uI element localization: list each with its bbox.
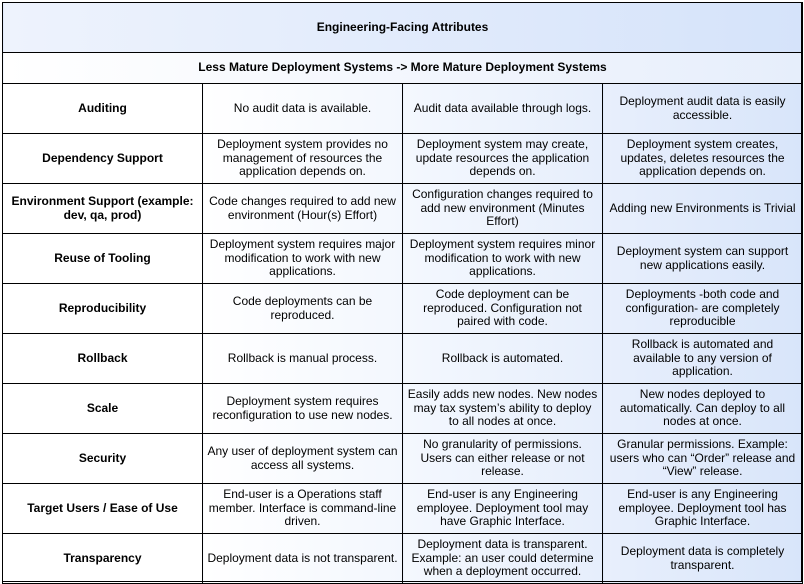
more-mature-cell: Deployment system can support new applic… [602, 233, 803, 284]
intermediate-cell: Easily adds new nodes. New nodes may tax… [402, 383, 603, 434]
table-row: Scale Deployment system requires reconfig… [2, 383, 803, 434]
attribute-cell: Security [2, 433, 203, 484]
attribute-cell: Environment Support (example: dev, qa, p… [2, 183, 203, 234]
intermediate-cell: Deployment data is transparent. Example:… [402, 533, 603, 584]
less-mature-cell: No audit data is available. [202, 83, 403, 134]
attribute-cell: Scale [2, 383, 203, 434]
less-mature-cell: Deployment system requires major modific… [202, 233, 403, 284]
table-row: Auditing No audit data is available. Audit… [2, 83, 803, 134]
more-mature-cell: New nodes deployed to automatically. Can… [602, 383, 803, 434]
attribute-cell: Rollback [2, 333, 203, 384]
table-row: Transparency Deployment data is not trans… [2, 533, 803, 584]
attribute-cell: Dependency Support [2, 133, 203, 184]
attribute-cell: Target Users / Ease of Use [2, 483, 203, 534]
table-row: Target Users / Ease of Use End-user is a … [2, 483, 803, 534]
less-mature-cell: Code deployments can be reproduced. [202, 283, 403, 334]
attribute-cell: Reproducibility [2, 283, 203, 334]
table-row: Environment Support (example: dev, qa, p… [2, 183, 803, 234]
less-mature-cell: Any user of deployment system can access… [202, 433, 403, 484]
more-mature-cell: Deployment audit data is easily accessib… [602, 83, 803, 134]
more-mature-cell: Deployment system creates, updates, dele… [602, 133, 803, 184]
less-mature-cell: Deployment data is not transparent. [202, 533, 403, 584]
page-title: Engineering-Facing Attributes [2, 2, 803, 53]
less-mature-cell: Code changes required to add new environ… [202, 183, 403, 234]
more-mature-cell: End-user is any Engineering employee. De… [602, 483, 803, 534]
intermediate-cell: Code deployment can be reproduced. Confi… [402, 283, 603, 334]
attribute-cell: Reuse of Tooling [2, 233, 203, 284]
less-mature-cell: Deployment system provides no management… [202, 133, 403, 184]
table-row: Dependency Support Deployment system prov… [2, 133, 803, 184]
intermediate-cell: Audit data available through logs. [402, 83, 603, 134]
intermediate-cell: Deployment system may create, update res… [402, 133, 603, 184]
more-mature-cell: Adding new Environments is Trivial [602, 183, 803, 234]
less-mature-cell: Deployment system requires reconfigurati… [202, 383, 403, 434]
more-mature-cell: Rollback is automated and available to a… [602, 333, 803, 384]
more-mature-cell: Deployment data is completely transparen… [602, 533, 803, 584]
intermediate-cell: Configuration changes required to add ne… [402, 183, 603, 234]
attribute-cell: Transparency [2, 533, 203, 584]
intermediate-cell: No granularity of permissions. Users can… [402, 433, 603, 484]
intermediate-cell: Deployment system requires minor modific… [402, 233, 603, 284]
intermediate-cell: End-user is any Engineering employee. De… [402, 483, 603, 534]
table-row: Reuse of Tooling Deployment system requir… [2, 233, 803, 284]
intermediate-cell: Rollback is automated. [402, 333, 603, 384]
less-mature-cell: End-user is a Operations staff member. I… [202, 483, 403, 534]
